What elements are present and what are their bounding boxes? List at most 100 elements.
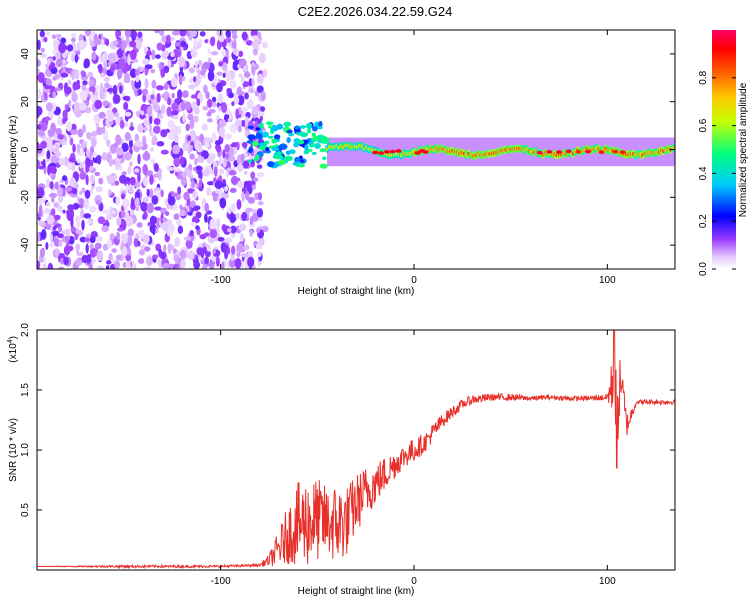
noise-blob [76,79,80,86]
noise-blob [251,66,256,75]
noise-blob [224,237,233,243]
noise-blob [38,204,43,215]
noise-blob [81,71,87,78]
noise-blob [42,158,46,169]
noise-blob [94,242,102,250]
noise-blob [199,31,206,37]
signal-blob [284,122,290,127]
noise-blob [180,175,187,187]
signal-blob [246,140,253,144]
noise-blob [252,177,259,182]
signal-blob [319,148,326,153]
noise-blob [94,90,99,96]
noise-blob [150,94,155,100]
noise-blob [73,68,80,80]
noise-blob [159,30,165,37]
signal-blob [283,155,293,162]
signal-blob [267,135,274,139]
noise-blob [257,110,265,118]
noise-blob [189,77,193,84]
noise-blob [45,102,53,112]
noise-blob [44,116,51,121]
noise-blob [151,195,159,205]
noise-blob [193,76,197,83]
noise-blob [163,82,169,91]
noise-blob [58,42,66,54]
noise-blob [142,176,149,187]
noise-blob [161,222,169,232]
noise-blob [227,207,232,215]
noise-blob [124,30,131,38]
noise-blob [157,109,162,114]
noise-blob [201,264,207,269]
noise-blob [158,248,163,258]
noise-blob [54,181,59,190]
noise-blob [58,157,66,166]
noise-blob [172,248,177,254]
noise-blob [257,192,263,201]
colorbar-tick-label: 0.0 [698,262,709,276]
noise-blob [37,232,41,243]
noise-blob [63,256,69,266]
noise-blob [228,92,234,99]
colorbar-tick-label: 0.2 [698,214,709,228]
noise-blob [218,119,227,128]
noise-blob [75,243,81,251]
noise-blob [244,190,250,201]
signal-blob [319,163,328,169]
noise-blob [233,96,240,104]
noise-blob [167,120,175,129]
signal-blob [267,125,273,129]
noise-blob [66,121,72,132]
noise-blob [234,258,242,269]
noise-blob [250,30,259,38]
noise-blob [236,90,245,96]
noise-blob [161,35,168,43]
colorbar-tick-label: 0.4 [698,166,709,180]
noise-blob [187,84,196,90]
noise-blob [160,149,169,155]
noise-blob [106,260,112,265]
xtick-label: 100 [599,576,616,587]
noise-blob [124,111,132,117]
noise-blob [262,69,268,78]
noise-blob [174,236,181,247]
noise-blob [223,225,231,235]
noise-blob [143,126,148,132]
noise-blob [55,33,62,39]
noise-blob [236,242,244,253]
signal-blob [276,151,282,156]
noise-blob [205,91,210,99]
noise-blob [252,105,258,115]
snr-frame [36,329,676,571]
noise-blob [52,91,56,99]
signal-blob [318,120,323,128]
noise-blob [146,188,150,197]
noise-blob [102,209,111,215]
noise-blob [167,243,172,254]
noise-blob [181,171,188,178]
noise-blob [68,157,76,163]
noise-blob [99,91,106,100]
noise-blob [72,187,78,195]
noise-blob [71,92,78,103]
noise-blob [142,196,150,203]
noise-blob [75,50,81,56]
noise-blob [127,235,133,247]
noise-blob [71,161,76,172]
signal-blob [251,140,259,147]
noise-blob [215,189,224,194]
noise-blob [43,36,48,43]
noise-blob [52,56,56,61]
signal-blob [247,159,253,164]
noise-blob [260,106,266,112]
noise-blob [142,164,149,176]
noise-blob [165,34,171,44]
noise-blob [167,196,176,206]
noise-blob [124,132,131,142]
noise-blob [216,82,223,93]
noise-blob [103,76,110,83]
noise-blob [71,70,75,81]
noise-blob [260,90,266,102]
noise-blob [256,164,263,169]
